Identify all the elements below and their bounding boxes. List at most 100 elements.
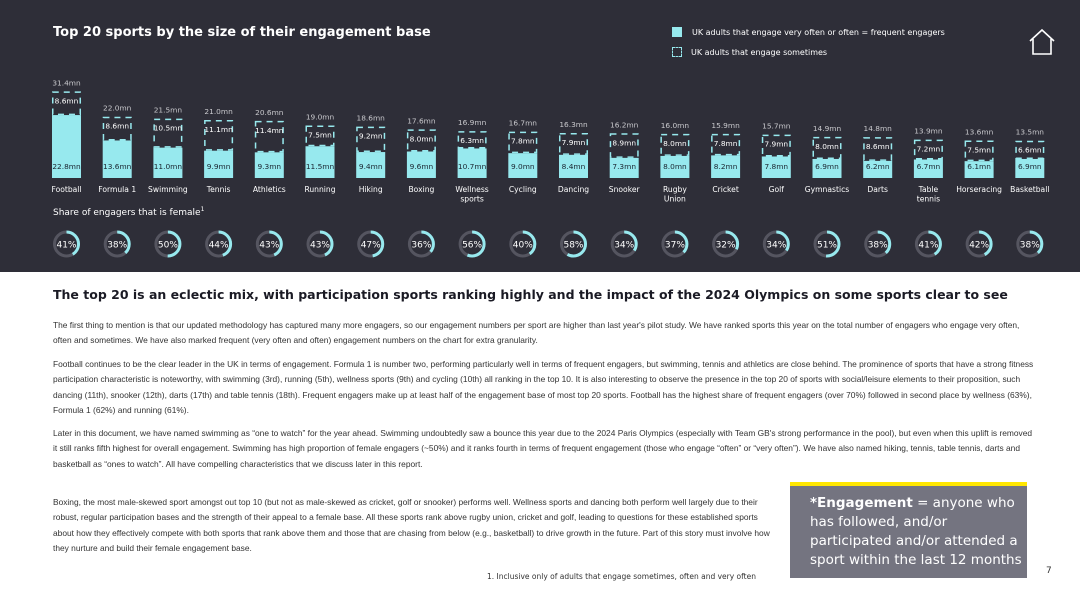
- bar-sometimes-19: [1015, 140, 1045, 159]
- label-frequent-12: 8.0mn: [663, 162, 687, 171]
- legend-swatch-sometimes: [672, 47, 682, 57]
- bar-sometimes-18: [964, 140, 994, 162]
- bar-sometimes-5: [305, 125, 335, 147]
- legend-label-frequent: UK adults that engage very often or ofte…: [692, 27, 945, 37]
- label-sometimes-2: 10.5mn: [154, 124, 183, 133]
- bar-frequent-11: [609, 157, 639, 178]
- legend-label-sometimes: UK adults that engage sometimes: [691, 47, 828, 57]
- bar-sometimes-13: [711, 133, 741, 156]
- label-total-1: 22.0mn: [103, 104, 132, 113]
- label-sometimes-18: 7.5mn: [967, 145, 991, 154]
- label-sometimes-3: 11.1mn: [204, 125, 233, 134]
- label-total-17: 13.9mn: [914, 127, 943, 136]
- bar-frequent-8: [457, 148, 487, 178]
- bar-sometimes-1: [102, 116, 132, 141]
- category-label-7: Boxing: [408, 185, 434, 194]
- label-frequent-2: 11.0mn: [154, 162, 183, 171]
- bar-sometimes-10: [559, 133, 588, 155]
- bar-sometimes-0: [52, 91, 81, 116]
- label-sometimes-5: 7.5mn: [308, 131, 332, 140]
- label-frequent-4: 9.3mn: [257, 162, 281, 171]
- label-total-7: 17.6mn: [407, 116, 436, 125]
- bar-sometimes-16: [863, 137, 893, 161]
- label-sometimes-19: 6.6mn: [1018, 146, 1042, 155]
- label-total-0: 31.4mn: [52, 78, 81, 87]
- label-total-3: 21.0mn: [204, 107, 233, 116]
- legend-item-frequent: UK adults that engage very often or ofte…: [672, 24, 945, 40]
- label-sometimes-12: 8.0mn: [663, 139, 687, 148]
- label-total-15: 14.9mn: [813, 124, 842, 133]
- callout-term: *Engagement: [810, 495, 913, 511]
- bar-chart: 22.8mn 8.6mn 31.4mn Football 13.6mn 8.6mn 22.0…: [51, 78, 1049, 204]
- chart-panel: [0, 0, 1080, 272]
- label-total-2: 21.5mn: [154, 106, 183, 115]
- label-total-8: 16.9mn: [458, 118, 487, 127]
- label-total-11: 16.2mn: [610, 120, 639, 129]
- category-label-17: Table tennis: [917, 185, 940, 204]
- label-frequent-5: 11.5mn: [306, 162, 335, 171]
- category-label-11: Snooker: [609, 185, 641, 194]
- bar-frequent-18: [964, 161, 994, 178]
- paragraph-2: Football continues to be the clear leade…: [53, 359, 1034, 415]
- engagement-definition-callout: *Engagement = anyone who has followed, a…: [790, 486, 1027, 578]
- category-label-3: Tennis: [206, 185, 231, 194]
- bar-frequent-5: [305, 146, 335, 178]
- label-frequent-8: 10.7mn: [458, 162, 487, 171]
- article-headline: The top 20 is an eclectic mix, with part…: [53, 287, 1008, 302]
- paragraph-3: Later in this document, we have named sw…: [53, 428, 1033, 469]
- label-sometimes-9: 7.8mn: [511, 137, 535, 146]
- category-label-15: Gymnastics: [805, 185, 849, 194]
- label-frequent-19: 6.9mn: [1018, 162, 1042, 171]
- bar-sometimes-14: [761, 134, 791, 157]
- category-label-10: Dancing: [558, 185, 589, 194]
- label-total-9: 16.7mn: [509, 119, 538, 128]
- label-total-5: 19.0mn: [306, 113, 335, 122]
- category-label-8: Wellness sports: [455, 185, 488, 204]
- category-label-5: Running: [304, 185, 335, 194]
- label-sometimes-13: 7.8mn: [714, 139, 738, 148]
- label-frequent-6: 9.4mn: [359, 162, 383, 171]
- bar-frequent-17: [913, 159, 943, 178]
- bar-frequent-9: [508, 153, 538, 178]
- paragraph-1: The first thing to mention is that our u…: [53, 320, 1020, 346]
- category-label-13: Cricket: [712, 185, 739, 194]
- label-frequent-17: 6.7mn: [917, 162, 941, 171]
- bar-frequent-3: [204, 150, 234, 178]
- label-frequent-9: 9.0mn: [511, 162, 535, 171]
- bar-sometimes-3: [204, 120, 234, 151]
- page-number: 7: [1046, 566, 1052, 576]
- category-label-1: Formula 1: [98, 185, 136, 194]
- category-label-9: Cycling: [509, 185, 537, 194]
- label-sometimes-17: 7.2mn: [917, 145, 941, 154]
- label-sometimes-15: 8.0mn: [815, 142, 839, 151]
- bar-frequent-19: [1015, 158, 1045, 178]
- label-sometimes-16: 8.6mn: [866, 142, 890, 151]
- bar-frequent-4: [254, 152, 284, 178]
- label-sometimes-4: 11.4mn: [255, 126, 284, 135]
- bar-frequent-13: [711, 155, 741, 178]
- label-sometimes-10: 7.9mn: [562, 138, 586, 147]
- bar-frequent-14: [761, 156, 791, 178]
- chart-title: Top 20 sports by the size of their engag…: [53, 25, 431, 40]
- bar-sometimes-17: [913, 139, 943, 160]
- label-sometimes-11: 8.9mn: [612, 138, 636, 147]
- label-total-19: 13.5mn: [1016, 128, 1045, 137]
- legend-item-sometimes: UK adults that engage sometimes: [672, 44, 945, 60]
- bar-frequent-0: [52, 115, 81, 178]
- category-label-6: Hiking: [359, 185, 383, 194]
- bar-sometimes-9: [508, 131, 538, 154]
- label-total-10: 16.3mn: [559, 120, 588, 129]
- bar-sometimes-12: [660, 133, 690, 156]
- bar-sometimes-15: [812, 136, 842, 159]
- bar-frequent-6: [356, 152, 386, 178]
- label-frequent-16: 6.2mn: [866, 162, 890, 171]
- home-icon[interactable]: [1027, 28, 1057, 60]
- callout-definition: = anyone who has followed, and/or partic…: [810, 495, 1022, 568]
- bar-sometimes-11: [609, 133, 639, 158]
- label-sometimes-1: 8.6mn: [105, 122, 129, 131]
- label-total-14: 15.7mn: [762, 122, 791, 131]
- label-frequent-15: 6.9mn: [815, 162, 839, 171]
- category-label-19: Basketball: [1010, 185, 1049, 194]
- label-sometimes-0: 8.6mn: [55, 96, 79, 105]
- bar-sometimes-7: [406, 129, 436, 152]
